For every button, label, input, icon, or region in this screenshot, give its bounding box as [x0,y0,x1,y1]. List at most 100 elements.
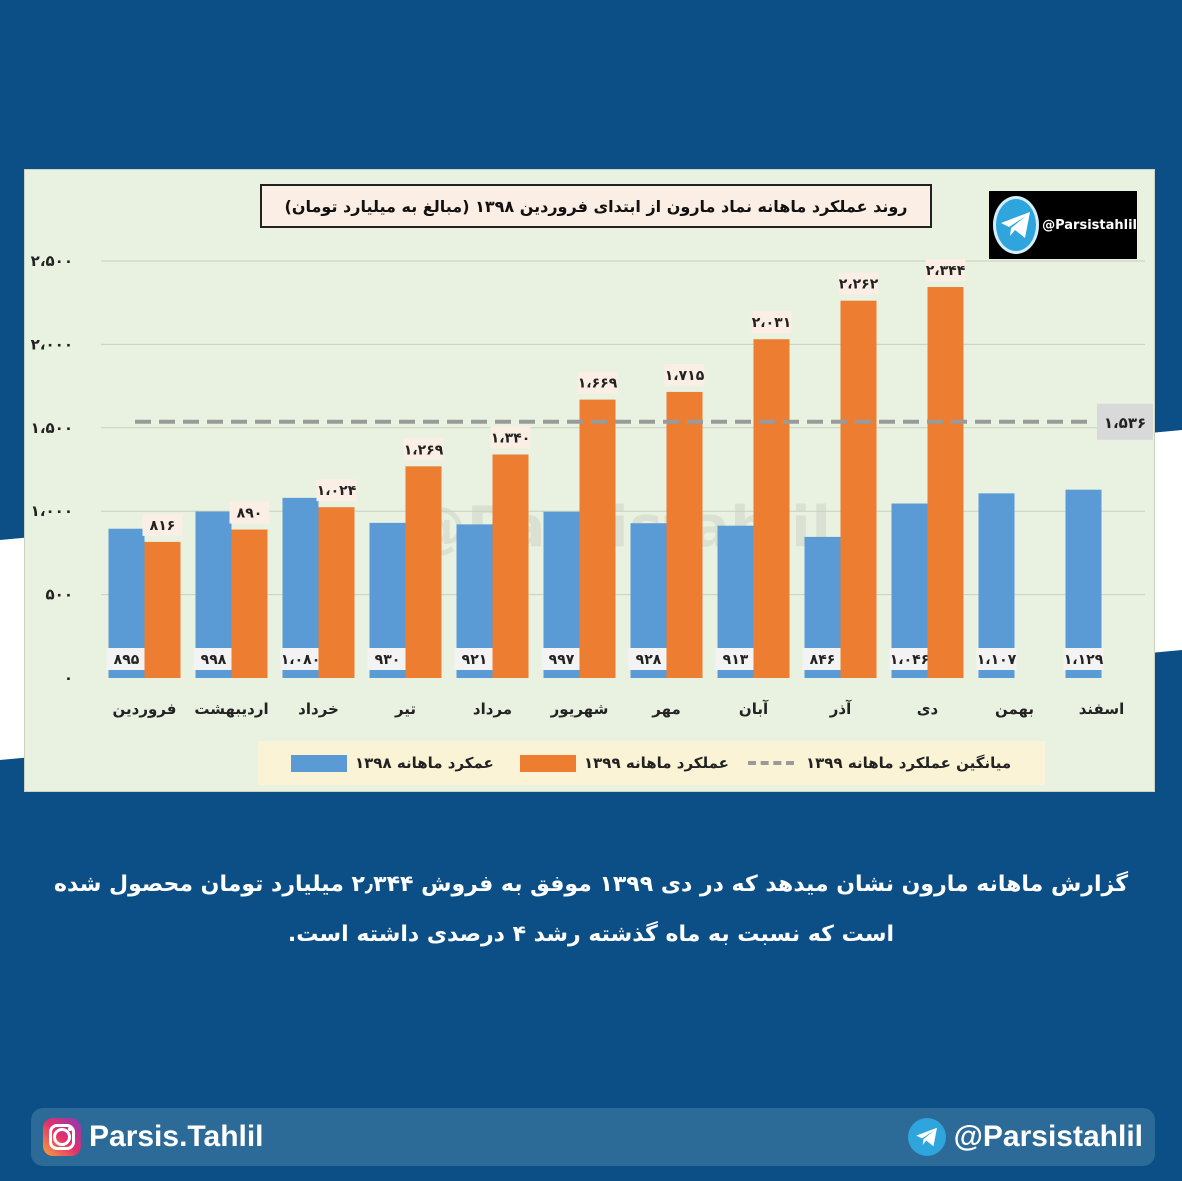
data-label-1398: ۱،۰۸۰ [281,652,321,668]
legend-item-average: میانگین عملکرد ماهانه ۱۳۹۹ [748,741,1011,785]
bar-1399 [840,300,877,678]
data-label-bg-1398 [541,648,582,670]
data-label-bg-1399 [229,501,270,524]
data-label-1398: ۹۲۸ [636,652,662,668]
legend-item-1399: عملکرد ماهانه ۱۳۹۹ [520,741,729,785]
legend-dash-swatch [748,761,794,765]
legend-label-1399: عملکرد ماهانه ۱۳۹۹ [584,754,729,772]
data-label-bg-1398 [367,648,408,670]
bar-1399 [492,454,529,678]
data-label-bg-1398 [715,648,756,670]
data-label-1398: ۹۳۰ [375,652,401,668]
telegram-link[interactable]: @Parsistahlil [907,1108,1143,1166]
data-label-1398: ۹۱۳ [723,652,749,668]
y-tick-label: ۵۰۰ [46,586,73,604]
telegram-icon [907,1118,946,1156]
data-label-bg-1398 [106,648,147,670]
data-label-bg-1398 [454,648,495,670]
data-label-1399: ۱،۲۶۹ [404,442,444,458]
average-label: ۱،۵۳۶ [1104,414,1146,432]
data-label-1399: ۸۱۶ [150,518,176,534]
data-label-1398: ۹۲۱ [462,652,488,668]
data-label-bg-1399 [142,513,183,536]
legend-swatch-1398 [291,754,347,772]
data-label-1399: ۸۹۰ [237,506,263,522]
data-label-1399: ۱،۰۲۴ [317,483,357,499]
data-label-1399: ۱،۶۶۹ [578,376,618,392]
instagram-link[interactable]: Parsis.Tahlil [43,1108,264,1166]
data-label-bg-1398 [1063,648,1104,670]
data-label-1398: ۸۴۶ [810,652,836,668]
x-tick-label: فروردین [113,700,177,718]
data-label-bg-1398 [628,648,669,670]
chart-title: روند عملکرد ماهانه نماد مارون از ابتدای … [260,184,932,228]
data-label-1398: ۸۹۵ [114,652,140,668]
data-label-1398: ۱،۱۰۷ [977,652,1017,668]
data-label-bg-1399 [490,426,531,449]
data-label-bg-1399 [577,371,618,394]
bar-1398 [1065,489,1102,678]
chart-legend: میانگین عملکرد ماهانه ۱۳۹۹ عملکرد ماهانه… [258,741,1045,785]
bar-1399 [666,391,703,678]
x-tick-label: آبان [739,700,769,718]
instagram-handle: Parsis.Tahlil [89,1120,264,1153]
y-tick-label: ۲،۰۰۰ [31,335,73,353]
data-label-bg-1399 [925,259,966,282]
data-label-1399: ۲،۲۶۲ [839,277,879,293]
bar-1399 [405,466,442,678]
bar-1399 [927,287,964,678]
bar-1398 [282,497,319,678]
x-tick-label: مرداد [473,700,512,718]
data-label-1398: ۱،۰۴۶ [890,652,930,668]
legend-swatch-1399 [520,754,576,772]
legend-label-1398: عمکرد ماهانه ۱۳۹۸ [355,754,494,772]
data-label-1399: ۱،۳۴۰ [491,430,531,446]
legend-item-1398: عمکرد ماهانه ۱۳۹۸ [291,741,494,785]
instagram-icon [43,1118,81,1156]
bar-1398 [978,493,1015,678]
data-label-1398: ۱،۱۲۹ [1064,652,1104,668]
footer-bar: Parsis.Tahlil @Parsistahlil [31,1108,1155,1166]
data-label-bg-1399 [316,479,357,502]
bar-1399 [579,399,616,678]
average-label-bg [1097,403,1153,440]
x-tick-label: آذر [829,700,852,718]
bar-chart: ۰ ۵۰۰ ۱،۰۰۰ ۱،۵۰۰ ۲،۰۰۰ ۲،۵۰۰ ۸۹۵ ۸۱۶ فروردین ۹۹۸… [31,252,1153,718]
y-tick-label: ۰ [64,669,73,687]
data-label-bg-1399 [403,438,444,461]
data-label-bg-1399 [664,363,705,386]
data-label-bg-1398 [889,648,930,670]
bar-1399 [231,529,268,678]
data-label-1399: ۲،۳۴۴ [926,263,966,279]
x-tick-label: شهریور [550,700,609,718]
bar-1399 [753,339,790,678]
telegram-footer-handle: @Parsistahlil [953,1120,1143,1153]
data-label-1399: ۲،۰۳۱ [752,315,792,331]
telegram-badge[interactable]: @Parsistahlil [989,191,1137,259]
x-tick-label: دی [917,700,939,718]
bar-1399 [144,541,181,678]
data-label-bg-1399 [751,311,792,334]
data-label-bg-1398 [280,648,321,670]
bar-1399 [318,507,355,678]
chart-panel: @Parsistahlil ۰ ۵۰۰ ۱،۰۰۰ ۱،۵۰۰ ۲،۰۰۰ ۲،۵۰۰ ۸۹… [24,169,1155,792]
telegram-handle: @Parsistahlil [1042,217,1137,233]
x-tick-label: اسفند [1079,700,1124,718]
caption-text: گزارش ماهانه مارون نشان میدهد که در دی ۱… [54,872,1128,947]
x-tick-label: مهر [651,700,681,718]
x-tick-label: خرداد [298,700,339,718]
y-tick-label: ۱،۵۰۰ [31,419,73,437]
x-tick-label: تیر [394,700,416,718]
data-label-bg-1398 [802,648,843,670]
telegram-icon [993,196,1040,254]
data-label-1398: ۹۹۸ [201,652,227,668]
x-tick-label: اردیبهشت [194,700,268,718]
y-tick-label: ۲،۵۰۰ [31,252,73,270]
data-label-bg-1398 [193,648,234,670]
legend-label-average: میانگین عملکرد ماهانه ۱۳۹۹ [806,754,1012,772]
data-label-bg-1399 [838,272,879,295]
data-label-1398: ۹۹۷ [549,652,575,668]
y-tick-label: ۱،۰۰۰ [31,502,73,520]
x-tick-label: بهمن [995,700,1034,718]
data-label-1399: ۱،۷۱۵ [665,368,705,384]
